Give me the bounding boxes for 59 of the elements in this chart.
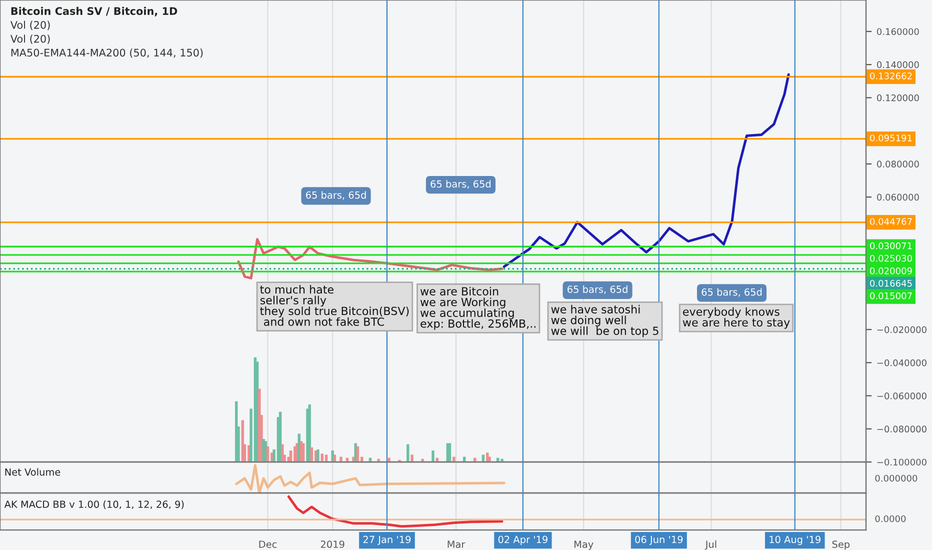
- bar: [281, 444, 284, 462]
- text: Bitcoin Cash SV / Bitcoin, 1D: [11, 6, 178, 16]
- x-tick-label: May: [574, 540, 594, 550]
- y-tick-label: 0.060000: [877, 194, 919, 201]
- bar: [488, 456, 491, 462]
- ref-line-label: 02 Apr '19: [498, 536, 548, 546]
- ref-line-label: 10 Aug '19: [770, 536, 820, 546]
- annotation: Vol (20): [10, 34, 50, 44]
- bar: [340, 456, 342, 462]
- ref-line-label: 0.030071: [870, 242, 912, 250]
- annotation: 65 bars, 65d: [430, 180, 491, 189]
- x-tick-label: Sep: [832, 540, 850, 550]
- ref-line-label: 0.044767: [870, 218, 912, 225]
- annotation: MA50-EMA144-MA200 (50, 144, 150): [11, 48, 203, 58]
- bar: [448, 443, 452, 462]
- annotation: to much hate seller's rally they sold true Bitcoin(BSV) and own not fake BTC: [260, 285, 409, 326]
- bar: [388, 458, 390, 462]
- y-tick-label: −0.080000: [877, 426, 926, 432]
- ref-line-label: 0.016645: [870, 280, 912, 287]
- y-tick-label: 0.080000: [877, 160, 919, 168]
- text: 0.000000: [875, 474, 918, 482]
- annotation: Vol (20): [10, 20, 50, 30]
- ref-line-label: 0.025030: [870, 254, 912, 262]
- chart-title: AK MACD BB v 1.00 (10, 1, 12, 26, 9): [4, 500, 184, 510]
- ref-line-label: 0.020009: [870, 267, 912, 274]
- y-tick-label: −0.020000: [877, 326, 926, 334]
- annotation: we have satoshi we doing well we will be on top 5: [551, 304, 658, 338]
- ref-line-label: 06 Jun '19: [635, 536, 683, 545]
- y-tick-label: 0.140000: [877, 61, 919, 68]
- annotation: everybody knows we are here to stay: [682, 307, 790, 329]
- ref-line-label: 0.095191: [870, 134, 912, 142]
- bar: [354, 443, 357, 462]
- annotation: 65 bars, 65d: [306, 191, 366, 200]
- bar: [262, 438, 265, 462]
- bar: [406, 444, 410, 462]
- bar: [432, 450, 434, 462]
- ref-line-label: 0.132662: [870, 72, 912, 80]
- x-tick-label: Jul: [704, 540, 716, 550]
- y-tick-label: 0.120000: [877, 94, 919, 102]
- x-tick-label: Mar: [448, 540, 466, 548]
- bar: [410, 454, 414, 462]
- ref-line-label: 0.015007: [870, 292, 912, 300]
- bar: [296, 443, 298, 462]
- y-tick-label: −0.060000: [877, 392, 926, 400]
- x-tick-label: 2019: [320, 540, 344, 548]
- y-tick-label: −0.040000: [877, 359, 926, 366]
- bar: [308, 404, 311, 462]
- ref-line-label: 27 Jan '19: [363, 536, 411, 545]
- bar: [452, 456, 456, 462]
- y-tick-label: −0.100000: [877, 458, 926, 466]
- bar: [331, 450, 334, 462]
- annotation: we are Bitcoin we are Working we accumulating exp: Bottle, 256MB,..: [420, 286, 536, 330]
- text: 0.0000: [875, 515, 906, 522]
- annotation: 65 bars, 65d: [568, 285, 628, 294]
- annotation: 65 bars, 65d: [702, 288, 762, 297]
- x-tick-label: Dec: [259, 540, 277, 548]
- line-series: [502, 73, 790, 268]
- y-tick-label: 0.160000: [877, 28, 919, 36]
- chart-title: Net Volume: [5, 468, 60, 476]
